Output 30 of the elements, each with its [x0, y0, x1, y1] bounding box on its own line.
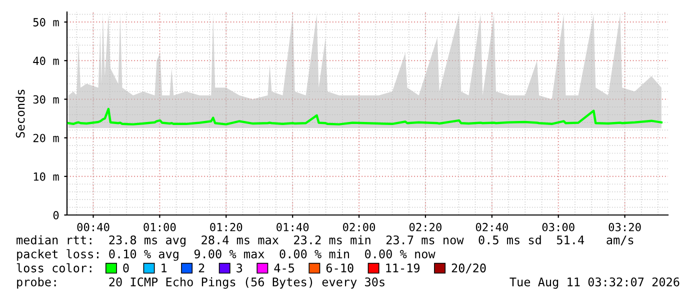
text: median rtt: 23.8 ms avg 28.4 ms max 23.2 ms min 23.7 ms now 0.5 ms sd 51.4 am/s	[16, 235, 634, 247]
legend-label: 0	[123, 264, 129, 272]
y-tick-label: 30 m	[33, 95, 59, 104]
x-tick-label: 00:40	[77, 222, 110, 232]
legend-label: 1	[162, 264, 167, 272]
x-tick-label: 01:00	[144, 222, 176, 232]
legend-label: 11-19	[386, 264, 420, 272]
text: packet loss: 0.10 % avg 9.00 % max 0.00 % min 0.00 % now	[17, 249, 436, 261]
x-tick-label: 03:00	[542, 222, 574, 232]
x-tick-label: 02:40	[476, 222, 508, 232]
x-tick-label: 03:20	[608, 222, 641, 232]
legend-label: 2	[198, 264, 204, 272]
y-tick-label: 40 m	[33, 56, 59, 66]
x-tick-label: 02:00	[343, 222, 376, 232]
x-tick-label: 01:20	[210, 222, 242, 232]
text: Tue Aug 11 03:32:07 2026	[510, 277, 680, 289]
y-tick-label: 0	[53, 211, 59, 220]
legend-label: 4-5	[274, 264, 294, 272]
x-tick-label: 01:40	[276, 222, 309, 232]
legend-title: loss color:	[16, 263, 92, 272]
legend-label: 3	[236, 264, 242, 272]
line-series	[67, 108, 663, 126]
legend-label: 20/20	[452, 264, 486, 274]
y-tick-label: 50 m	[33, 18, 59, 26]
y-axis-title: Seconds	[16, 90, 25, 138]
y-tick-label: 20 m	[33, 134, 59, 142]
legend-label: 6-10	[326, 264, 354, 272]
y-tick-label: 10 m	[34, 172, 59, 181]
x-tick-label: 02:20	[409, 222, 442, 232]
text: probe: 20 ICMP Echo Pings (56 Bytes) every 30s	[17, 277, 384, 289]
